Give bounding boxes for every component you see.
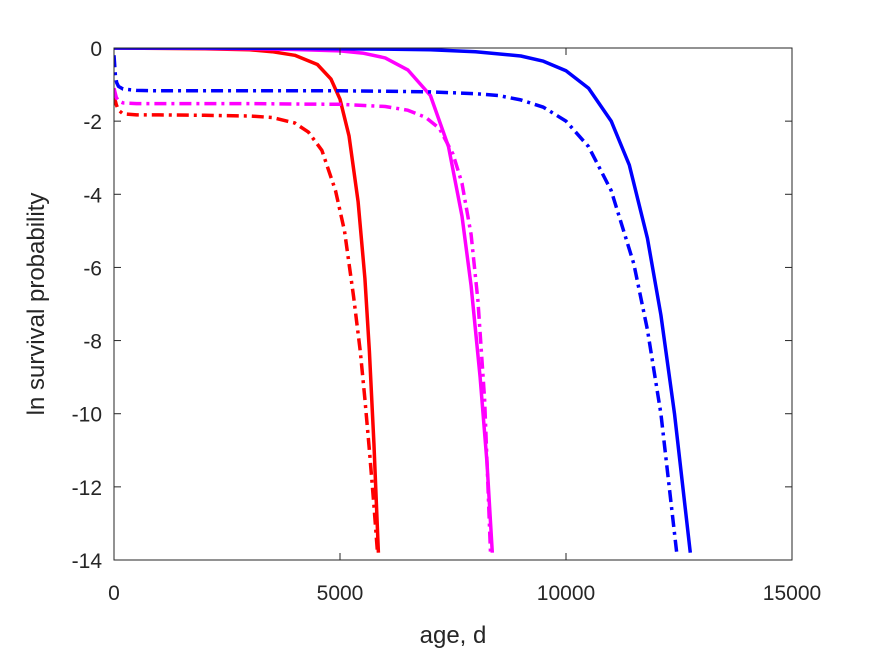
series-line-6: [114, 55, 679, 553]
x-tick-label: 10000: [537, 582, 595, 605]
y-tick-label: -14: [72, 550, 103, 573]
series-line-2: [114, 95, 380, 553]
x-tick-label: 0: [108, 582, 120, 605]
y-axis-label: ln survival probability: [23, 193, 50, 416]
y-tick-label: -12: [72, 477, 102, 500]
series-line-5: [114, 48, 693, 553]
tick-layer: 0 5000 10000 15000 0 -2 -4 -6 -8 -10 -12 -14: [72, 38, 822, 605]
y-tick-label: -4: [83, 184, 102, 207]
y-tick-label: -8: [83, 331, 102, 354]
series-line-4: [114, 87, 493, 553]
x-axis-label: age, d: [420, 622, 487, 649]
series-line-1: [114, 48, 381, 553]
y-tick-label: -10: [72, 404, 102, 427]
y-tick-label: -2: [83, 111, 102, 134]
series-layer: [114, 48, 693, 553]
y-tick-label: -6: [83, 257, 102, 280]
plot-frame: [113, 47, 793, 561]
y-tick-label: 0: [90, 38, 102, 61]
x-tick-label: 15000: [763, 582, 821, 605]
x-tick-label: 5000: [317, 582, 364, 605]
